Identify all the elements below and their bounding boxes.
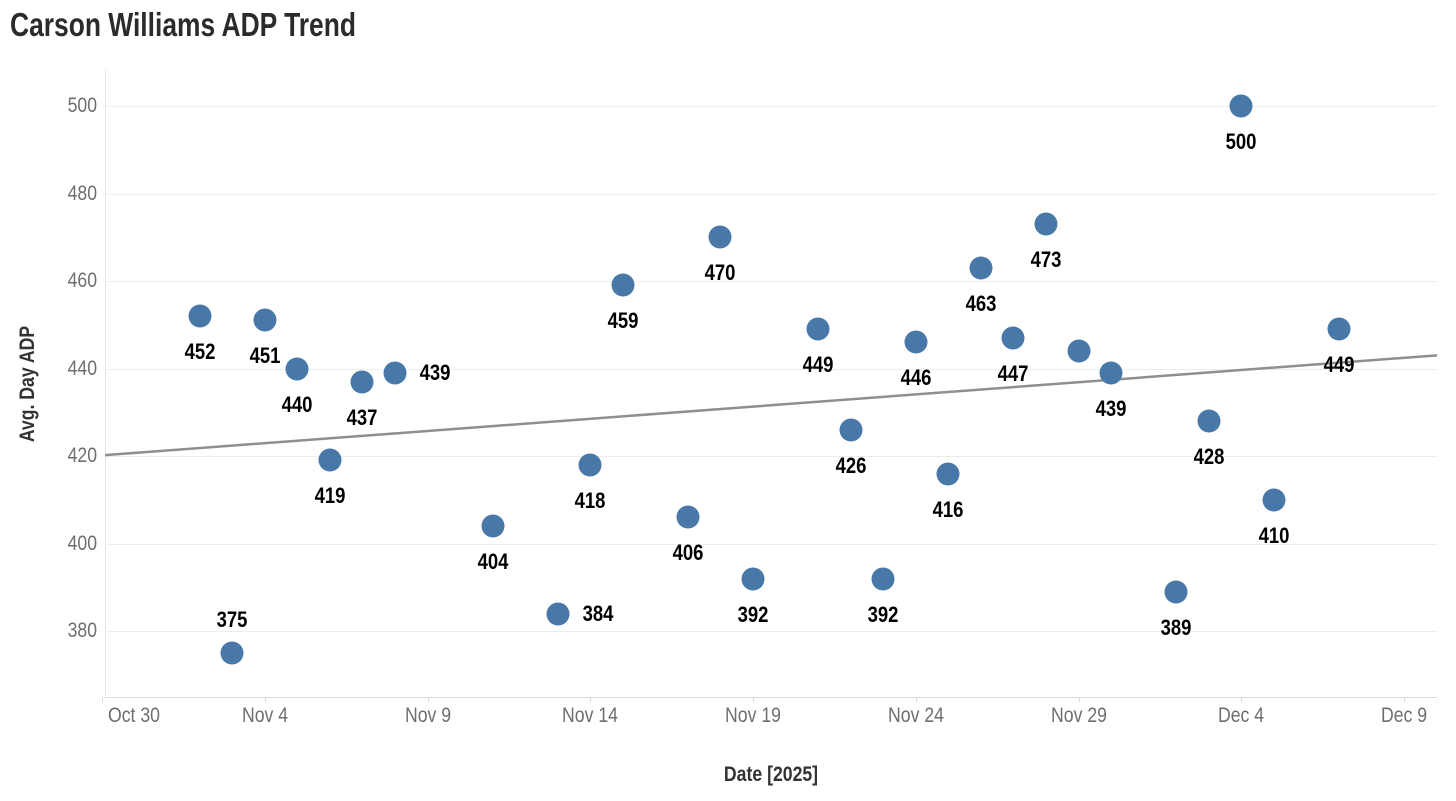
x-tick-label: Dec 4 (1218, 704, 1265, 727)
x-tick-label: Oct 30 (108, 704, 160, 727)
data-point-label: 406 (672, 540, 704, 566)
x-tick-mark (1404, 697, 1405, 702)
data-point-label: 470 (705, 260, 736, 286)
data-point-label: 451 (249, 343, 281, 369)
data-point[interactable] (1327, 317, 1351, 341)
y-tick-label: 500 (67, 94, 97, 117)
y-tick-label: 440 (67, 356, 97, 380)
data-point-label: 389 (1160, 614, 1192, 640)
data-point[interactable] (611, 273, 635, 297)
data-point[interactable] (285, 357, 309, 380)
data-point[interactable] (383, 361, 407, 385)
data-point[interactable] (318, 448, 342, 472)
data-point-label: 500 (1225, 129, 1257, 154)
y-tick-label: 480 (67, 181, 97, 205)
data-point[interactable] (220, 641, 244, 665)
data-point[interactable] (350, 370, 374, 394)
data-point[interactable] (1067, 339, 1090, 363)
x-tick-mark (590, 697, 592, 702)
x-tick-mark (264, 697, 266, 702)
y-tick-label: 380 (67, 619, 97, 642)
gridline-y-460 (105, 281, 1437, 282)
x-tick-mark (1241, 697, 1243, 702)
x-tick-label: Nov 14 (562, 704, 619, 727)
data-point[interactable] (708, 225, 732, 249)
data-point[interactable] (806, 317, 830, 341)
data-point[interactable] (578, 453, 602, 477)
data-point[interactable] (1001, 326, 1025, 350)
data-point[interactable] (904, 330, 928, 354)
x-tick-mark (427, 697, 429, 702)
chart-title: Carson Williams ADP Trend (10, 6, 356, 43)
y-tick-label: 460 (67, 269, 97, 292)
gridline-y-420 (105, 456, 1437, 457)
x-tick-label: Nov 29 (1050, 704, 1107, 727)
x-tick-label: Nov 24 (887, 704, 944, 727)
y-tick-label: 400 (67, 531, 97, 555)
data-point[interactable] (253, 308, 277, 332)
data-point-label: 439 (419, 359, 451, 385)
y-tick-label: 420 (67, 444, 97, 467)
data-point-label: 392 (867, 601, 899, 627)
gridline-y-380 (105, 631, 1437, 632)
data-point[interactable] (1197, 409, 1221, 433)
y-axis-line (105, 70, 106, 697)
data-point-label: 452 (184, 339, 216, 364)
data-point[interactable] (969, 256, 993, 280)
data-point-label: 473 (1030, 247, 1062, 273)
data-point-label: 449 (802, 352, 834, 378)
data-point[interactable] (1099, 361, 1123, 385)
data-point[interactable] (1164, 580, 1188, 604)
data-point[interactable] (839, 418, 863, 442)
data-point[interactable] (1229, 94, 1253, 118)
data-point[interactable] (481, 514, 505, 538)
data-point-label: 419 (314, 483, 346, 509)
data-point-label: 375 (216, 606, 248, 632)
x-tick-mark (915, 697, 917, 702)
data-point[interactable] (546, 602, 570, 625)
gridline-y-480 (105, 193, 1437, 195)
x-tick-label: Nov 4 (241, 704, 288, 727)
data-point[interactable] (676, 505, 700, 529)
data-point-label: 449 (1323, 352, 1355, 378)
x-tick-mark (1078, 697, 1080, 702)
data-point[interactable] (1262, 488, 1286, 512)
gridline-y-400 (105, 543, 1437, 545)
data-point-label: 446 (900, 365, 932, 391)
x-axis-title: Date [2025] (723, 763, 819, 786)
data-point-label: 447 (997, 360, 1029, 386)
x-tick-label: Dec 9 (1380, 704, 1428, 727)
data-point-label: 428 (1193, 444, 1225, 469)
x-tick-label: Nov 19 (725, 704, 781, 727)
x-tick-mark (753, 697, 754, 702)
data-point-label: 392 (737, 601, 769, 627)
gridline-y-500 (105, 106, 1437, 107)
data-point-label: 459 (607, 308, 639, 334)
data-point[interactable] (936, 462, 960, 485)
data-point-label: 410 (1258, 522, 1290, 548)
data-point-label: 426 (835, 452, 867, 478)
data-point[interactable] (741, 567, 765, 590)
x-tick-mark (102, 697, 103, 702)
data-point-label: 416 (932, 496, 964, 522)
x-tick-label: Nov 9 (404, 704, 451, 727)
data-point-label: 404 (477, 549, 509, 574)
data-point-label: 384 (582, 600, 614, 626)
data-point-label: 463 (965, 290, 997, 316)
data-point[interactable] (871, 567, 895, 590)
data-point-label: 437 (346, 404, 378, 430)
data-point-label: 440 (281, 391, 313, 417)
y-axis-title: Avg. Day ADP (16, 325, 39, 443)
data-point[interactable] (1034, 212, 1058, 236)
data-point-label: 418 (574, 487, 606, 513)
data-point[interactable] (188, 304, 212, 328)
data-point-label: 439 (1095, 395, 1127, 421)
x-axis-line (105, 697, 1437, 698)
